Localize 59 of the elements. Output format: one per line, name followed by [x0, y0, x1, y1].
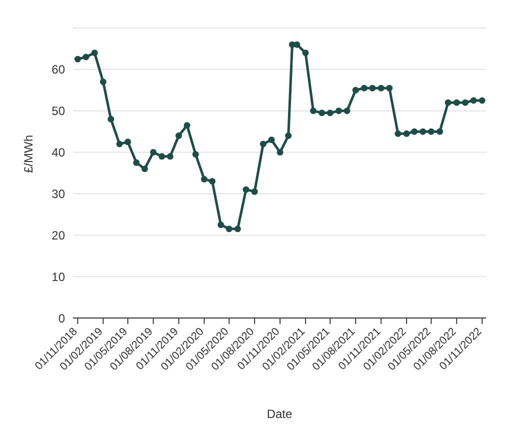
- y-tick-label: 30: [52, 186, 66, 201]
- point: [116, 140, 123, 148]
- point: [166, 153, 174, 160]
- point: [318, 110, 326, 116]
- point: [403, 130, 410, 137]
- point: [175, 132, 182, 139]
- point: [268, 136, 275, 144]
- y-tick-label: 0: [58, 311, 66, 326]
- point: [288, 41, 296, 48]
- point: [470, 97, 477, 104]
- point: [208, 178, 216, 185]
- point: [428, 128, 434, 135]
- point: [192, 151, 199, 158]
- point: [108, 116, 114, 122]
- y-tick-label: 50: [52, 104, 66, 118]
- point: [124, 138, 132, 146]
- point: [444, 99, 452, 106]
- point: [453, 99, 460, 106]
- point: [100, 78, 106, 86]
- point: [141, 166, 148, 172]
- point: [335, 108, 342, 114]
- y-tick-label: 20: [52, 228, 66, 242]
- y-tick-label: 60: [52, 62, 66, 77]
- point: [420, 128, 426, 135]
- point: [394, 130, 402, 137]
- point: [150, 149, 157, 156]
- point: [158, 153, 166, 160]
- point: [360, 84, 368, 92]
- point: [242, 186, 250, 193]
- point: [462, 99, 468, 106]
- point: [369, 84, 376, 92]
- point: [302, 50, 309, 56]
- point: [251, 188, 258, 195]
- x-axis-title: Date: [266, 407, 292, 421]
- point: [82, 54, 90, 60]
- point: [386, 84, 393, 92]
- point: [478, 97, 486, 104]
- point: [378, 84, 384, 92]
- point: [184, 122, 190, 129]
- point: [411, 128, 418, 135]
- point: [218, 222, 224, 228]
- y-axis-title: £/MWh: [21, 134, 36, 173]
- point: [91, 50, 98, 56]
- point: [276, 149, 284, 156]
- point: [74, 56, 81, 62]
- point: [133, 159, 140, 166]
- point: [344, 108, 350, 114]
- point: [352, 86, 359, 94]
- point: [226, 226, 232, 232]
- point: [234, 226, 241, 232]
- point: [260, 140, 266, 148]
- point: [285, 132, 292, 139]
- point: [294, 41, 300, 48]
- y-tick-label: 40: [52, 146, 66, 160]
- point: [200, 176, 208, 182]
- point: [436, 128, 444, 135]
- y-tick-label: 10: [52, 270, 66, 284]
- point: [326, 110, 334, 116]
- point: [310, 108, 317, 114]
